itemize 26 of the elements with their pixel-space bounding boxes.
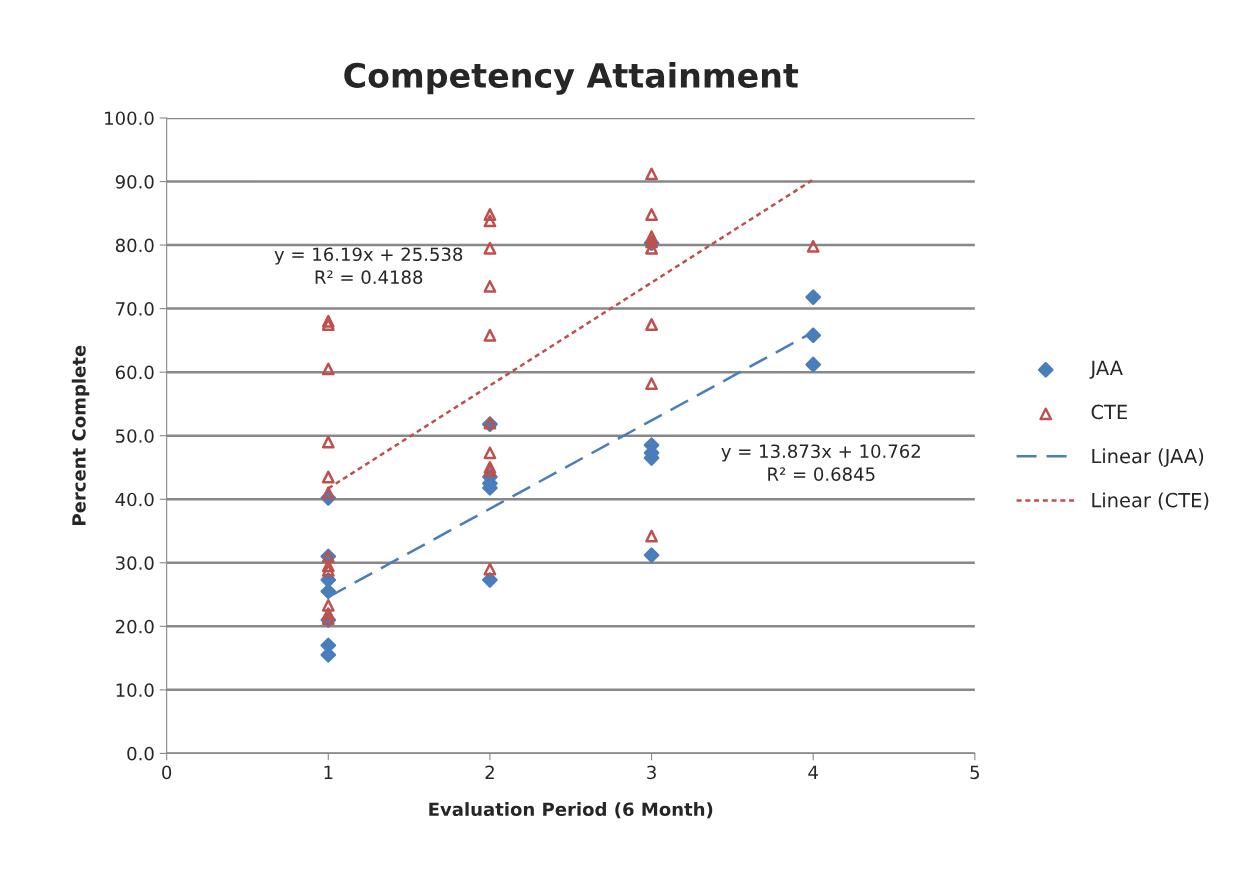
- y-tick-label: 10.0: [116, 683, 154, 697]
- x-axis-title: Evaluation Period (6 Month): [429, 802, 713, 819]
- x-tick-label: 1: [324, 765, 333, 779]
- y-tick-label: 80.0: [115, 238, 154, 253]
- chart-title: Competency Attainment: [344, 62, 799, 95]
- annotation: y = 16.19x + 25.538 R² = 0.4188: [274, 247, 463, 285]
- y-tick-label: 100.0: [105, 111, 154, 126]
- legend-label: Linear (CTE): [1092, 492, 1209, 510]
- x-tick-label: 5: [970, 765, 979, 780]
- x-tick-label: 0: [162, 765, 172, 780]
- x-tick-label: 4: [808, 765, 818, 779]
- legend-label: CTE: [1091, 404, 1127, 420]
- y-tick-label: 90.0: [115, 174, 154, 189]
- y-tick-label: 0.0: [127, 746, 154, 761]
- y-tick-label: 70.0: [116, 302, 154, 316]
- annotation: y = 13.873x + 10.762 R² = 0.6845: [721, 444, 920, 481]
- legend-label: JAA: [1089, 360, 1123, 379]
- y-tick-label: 40.0: [115, 492, 154, 507]
- x-tick-label: 2: [485, 765, 494, 779]
- y-tick-label: 50.0: [116, 429, 154, 443]
- y-tick-label: 30.0: [116, 556, 154, 570]
- legend-label: Linear (JAA): [1092, 448, 1204, 467]
- y-axis-title: Percent Complete: [71, 345, 90, 525]
- x-tick-label: 3: [647, 765, 656, 780]
- y-tick-label: 20.0: [115, 619, 154, 634]
- y-tick-label: 60.0: [115, 365, 154, 380]
